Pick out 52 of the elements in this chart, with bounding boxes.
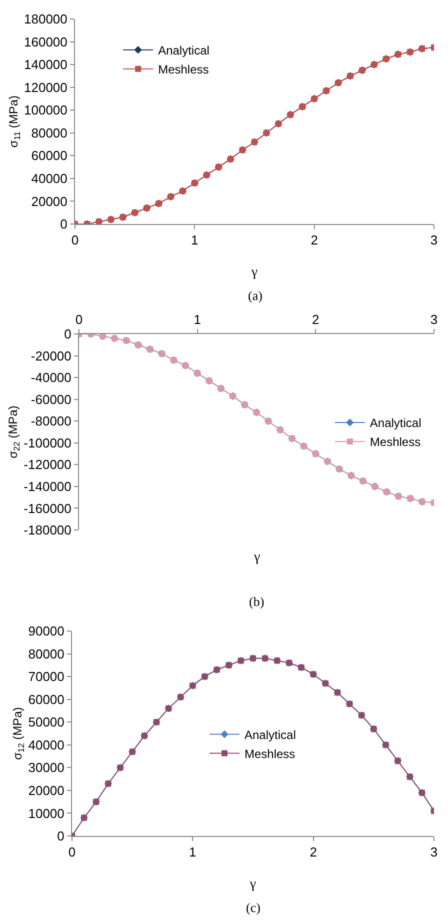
y-tick-label: 40000 (28, 737, 64, 752)
x-tick-label: 2 (310, 844, 317, 860)
y-tick-label: 10000 (28, 806, 64, 821)
y-tick-label: -120000 (24, 457, 72, 472)
legend-label: Meshless (370, 435, 421, 450)
y-tick-label: -80000 (30, 414, 72, 429)
x-tick-label: 1 (189, 844, 196, 860)
text: (a) (248, 288, 262, 303)
x-axis-title: γ (250, 265, 258, 280)
x-axis-title: γ (253, 550, 260, 565)
y-tick-label: 20000 (28, 782, 64, 798)
x-tick-label: 3 (430, 844, 438, 860)
y-tick-label: 180000 (24, 12, 68, 27)
x-tick-label: 2 (310, 232, 318, 248)
y-tick-label: 60000 (31, 148, 68, 164)
y-tick-label: -100000 (24, 435, 72, 450)
legend-label: Analytical (244, 728, 296, 742)
legend-label: Meshless (158, 62, 209, 77)
text: (c) (246, 900, 260, 915)
y-tick-label: 70000 (28, 669, 64, 684)
y-tick-label: 90000 (28, 624, 64, 639)
y-tick-label: -140000 (24, 478, 72, 494)
y-tick-label: 100000 (24, 102, 68, 118)
legend-label: Analytical (158, 44, 210, 58)
x-tick-label: 2 (312, 312, 320, 327)
y-tick-label: -20000 (30, 348, 72, 364)
y-tick-label: 120000 (24, 80, 68, 95)
y-tick-label: 40000 (31, 170, 68, 186)
y-tick-label: 60000 (28, 692, 64, 707)
y-tick-label: 0 (57, 828, 64, 844)
legend-label: Meshless (244, 746, 296, 761)
x-tick-label: 0 (75, 312, 83, 327)
y-tick-label: 80000 (28, 646, 64, 662)
y-tick-label: 140000 (24, 57, 68, 72)
y-tick-label: -40000 (30, 370, 72, 386)
y-tick-label: 30000 (28, 760, 64, 776)
x-tick-label: 3 (430, 312, 438, 327)
y-tick-label: -60000 (30, 392, 72, 407)
text: (b) (249, 594, 264, 609)
x-axis-title: γ (248, 877, 256, 892)
x-tick-label: 1 (194, 312, 201, 327)
x-tick-label: 3 (430, 232, 438, 248)
y-tick-label: -180000 (24, 522, 72, 538)
y-tick-label: 50000 (28, 714, 64, 730)
legend-label: Analytical (370, 416, 422, 430)
y-tick-label: 160000 (24, 34, 68, 50)
y-tick-label: 80000 (31, 125, 68, 140)
y-tick-label: 0 (60, 216, 68, 232)
y-tick-label: -160000 (24, 500, 72, 516)
y-tick-label: 20000 (31, 194, 68, 209)
x-tick-label: 1 (191, 232, 198, 248)
y-tick-label: 0 (64, 326, 72, 342)
